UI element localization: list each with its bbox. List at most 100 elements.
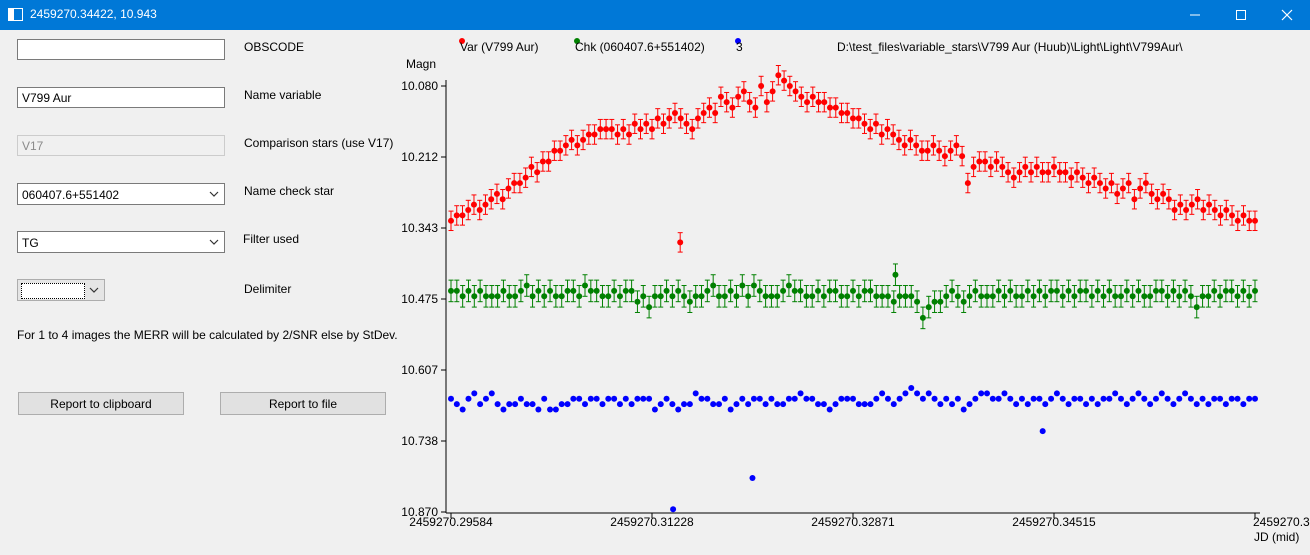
s3-point bbox=[1024, 401, 1031, 408]
s3-point bbox=[634, 395, 641, 402]
s3-point bbox=[651, 406, 658, 413]
chk-point bbox=[1152, 287, 1159, 294]
chk-point bbox=[1106, 287, 1113, 294]
s3-point bbox=[809, 395, 816, 402]
var-point bbox=[769, 88, 776, 95]
chk-point bbox=[646, 304, 653, 311]
s3-point bbox=[1222, 401, 1229, 408]
var-point bbox=[562, 142, 569, 149]
var-point bbox=[660, 120, 667, 127]
chk-point bbox=[1094, 287, 1101, 294]
minimize-icon bbox=[1190, 14, 1200, 16]
chk-point bbox=[558, 293, 565, 300]
var-point bbox=[798, 93, 805, 100]
var-point bbox=[740, 88, 747, 95]
close-button[interactable] bbox=[1264, 0, 1310, 30]
name-variable-label: Name variable bbox=[244, 88, 322, 102]
var-point bbox=[1119, 185, 1126, 192]
s3-point bbox=[704, 395, 711, 402]
var-point bbox=[918, 147, 925, 154]
chk-point bbox=[698, 293, 705, 300]
s3-point bbox=[850, 395, 856, 402]
var-point bbox=[901, 142, 908, 149]
chk-point bbox=[1001, 293, 1008, 300]
var-point bbox=[970, 163, 977, 170]
var-point bbox=[884, 126, 891, 133]
s3-point bbox=[681, 401, 688, 408]
chk-point bbox=[1112, 293, 1119, 300]
var-point bbox=[867, 126, 874, 133]
chk-point bbox=[448, 287, 454, 294]
chk-point bbox=[663, 287, 670, 294]
var-point bbox=[1039, 169, 1046, 176]
var-point bbox=[999, 163, 1006, 170]
s3-point bbox=[995, 395, 1002, 402]
s3-point bbox=[978, 390, 985, 397]
var-point bbox=[1148, 190, 1155, 197]
chk-point bbox=[989, 293, 996, 300]
s3-point bbox=[1164, 395, 1171, 402]
s3-point bbox=[564, 401, 571, 408]
report-clipboard-button[interactable]: Report to clipboard bbox=[18, 392, 184, 415]
s3-point bbox=[733, 401, 740, 408]
chk-point bbox=[972, 287, 979, 294]
chk-point bbox=[931, 298, 938, 305]
s3-point bbox=[1065, 401, 1072, 408]
chk-point bbox=[960, 298, 967, 305]
s3-point bbox=[716, 401, 722, 408]
s3-point bbox=[727, 406, 734, 413]
s3-point bbox=[745, 401, 752, 408]
chk-point bbox=[517, 287, 524, 294]
chk-point bbox=[1199, 293, 1206, 300]
s3-point bbox=[611, 395, 618, 402]
s3-point bbox=[1240, 401, 1247, 408]
chk-point bbox=[774, 293, 781, 300]
outlier-point bbox=[677, 239, 684, 246]
var-point bbox=[694, 115, 701, 122]
s3-point bbox=[989, 395, 996, 402]
minimize-button[interactable] bbox=[1172, 0, 1218, 30]
var-point bbox=[683, 120, 690, 127]
s3-point bbox=[879, 390, 886, 397]
chk-point bbox=[477, 287, 484, 294]
s3-point bbox=[1246, 395, 1253, 402]
s3-point bbox=[861, 401, 868, 408]
chk-point bbox=[506, 293, 513, 300]
maximize-button[interactable] bbox=[1218, 0, 1264, 30]
var-point bbox=[781, 77, 788, 84]
var-point bbox=[453, 212, 460, 219]
chk-point bbox=[1048, 287, 1055, 294]
chk-point bbox=[873, 293, 880, 300]
s3-point bbox=[1129, 395, 1136, 402]
chk-point bbox=[1129, 293, 1136, 300]
var-point bbox=[597, 126, 604, 133]
s3-point bbox=[1152, 395, 1159, 402]
var-point bbox=[832, 104, 839, 111]
s3-point bbox=[919, 395, 926, 402]
var-point bbox=[448, 217, 454, 224]
delimiter-select[interactable] bbox=[17, 279, 105, 301]
chk-point bbox=[488, 293, 495, 300]
legend-label-var: Var (V799 Aur) bbox=[460, 40, 538, 54]
filter-select[interactable]: TG bbox=[17, 231, 225, 253]
chk-point bbox=[768, 293, 775, 300]
x-tick-label: 2459270.32871 bbox=[811, 515, 895, 529]
chk-point bbox=[815, 287, 822, 294]
chk-point bbox=[622, 287, 629, 294]
report-file-button[interactable]: Report to file bbox=[220, 392, 386, 415]
check-star-select[interactable]: 060407.6+551402 bbox=[17, 183, 225, 205]
s3-point bbox=[1199, 395, 1206, 402]
outlier-point bbox=[749, 475, 756, 482]
y-tick-label: 10.607 bbox=[401, 363, 438, 377]
chk-point bbox=[1013, 293, 1020, 300]
obscode-input[interactable] bbox=[17, 39, 225, 60]
y-tick-label: 10.080 bbox=[401, 79, 438, 93]
name-variable-input[interactable]: V799 Aur bbox=[17, 87, 225, 108]
var-point bbox=[752, 104, 759, 111]
chk-point bbox=[1182, 287, 1189, 294]
s3-point bbox=[774, 401, 781, 408]
var-point bbox=[792, 88, 799, 95]
var-point bbox=[1137, 185, 1144, 192]
chk-point bbox=[716, 293, 722, 300]
